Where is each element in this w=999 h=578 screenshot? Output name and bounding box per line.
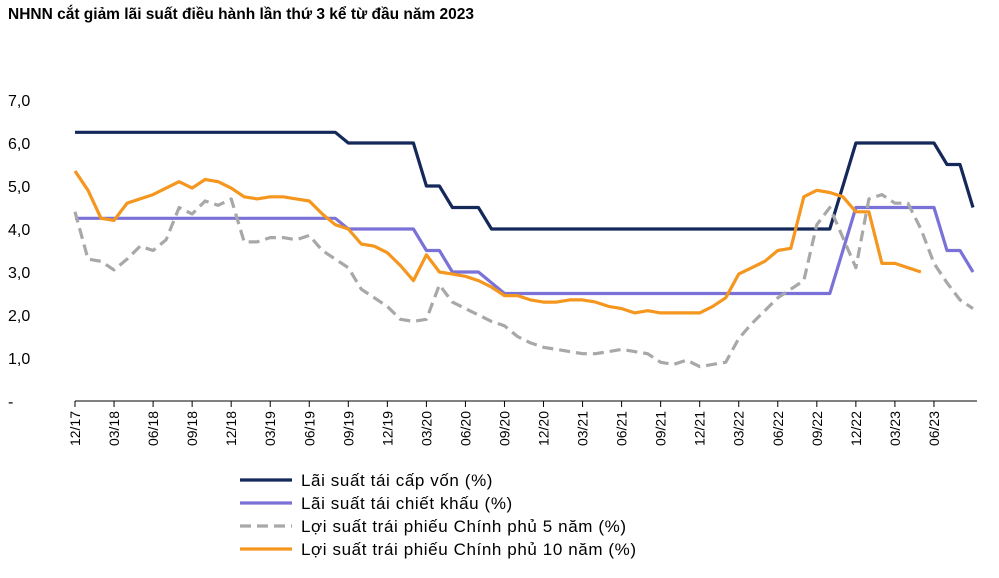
y-tick-label: 2,0 [8,308,30,325]
series-line [75,130,975,231]
legend: Lãi suất tái cấp vốn (%) Lãi suất tái chi… [240,471,637,559]
x-tick-label: 06/21 [614,411,630,446]
x-axis-ticks: 12/17 03/18 06/18 09/18 12/18 03/19 06/19 09/19… [67,401,942,446]
x-tick-label: 12/20 [536,411,552,446]
series-line [73,193,974,369]
series-line [73,170,922,315]
y-tick-label: 7,0 [8,93,30,110]
legend-label: Lợi suất trái phiếu Chính phủ 10 năm (%) [301,540,637,559]
x-tick-label: 03/19 [262,411,278,446]
legend-label: Lãi suất tái cấp vốn (%) [301,471,493,490]
y-tick-label: 4,0 [8,222,30,239]
x-tick-label: 12/21 [692,411,708,446]
x-tick-label: 12/19 [379,411,395,446]
x-tick-label: 03/22 [731,411,747,446]
series-line [75,205,975,296]
x-tick-label: 09/18 [184,411,200,446]
x-tick-label: 09/20 [496,411,512,446]
x-tick-label: 09/22 [809,411,825,446]
x-tick-label: 06/18 [145,411,161,446]
y-tick-label: 6,0 [8,136,30,153]
y-tick-label: - [8,394,13,411]
x-tick-label: 12/18 [223,411,239,446]
x-tick-label: 03/18 [106,411,122,446]
x-tick-label: 12/22 [848,411,864,446]
y-tick-label: 3,0 [8,265,30,282]
x-tick-label: 03/21 [575,411,591,446]
x-tick-label: 03/23 [887,411,903,446]
y-tick-label: 5,0 [8,179,30,196]
x-tick-label: 06/22 [770,411,786,446]
y-axis-ticks: - 1,0 2,0 3,0 4,0 5,0 6,0 7,0 [8,93,30,411]
legend-label: Lợi suất trái phiếu Chính phủ 5 năm (%) [301,517,627,536]
x-tick-label: 06/20 [457,411,473,446]
x-tick-label: 06/19 [301,411,317,446]
plot-area [73,130,975,369]
legend-label: Lãi suất tái chiết khấu (%) [301,494,513,513]
x-tick-label: 09/21 [653,411,669,446]
x-tick-label: 06/23 [926,411,942,446]
x-tick-label: 12/17 [67,411,83,446]
x-tick-label: 09/19 [340,411,356,446]
x-tick-label: 03/20 [418,411,434,446]
y-tick-label: 1,0 [8,351,30,368]
chart-title: NHNN cắt giảm lãi suất điều hành lần thứ… [8,6,475,23]
